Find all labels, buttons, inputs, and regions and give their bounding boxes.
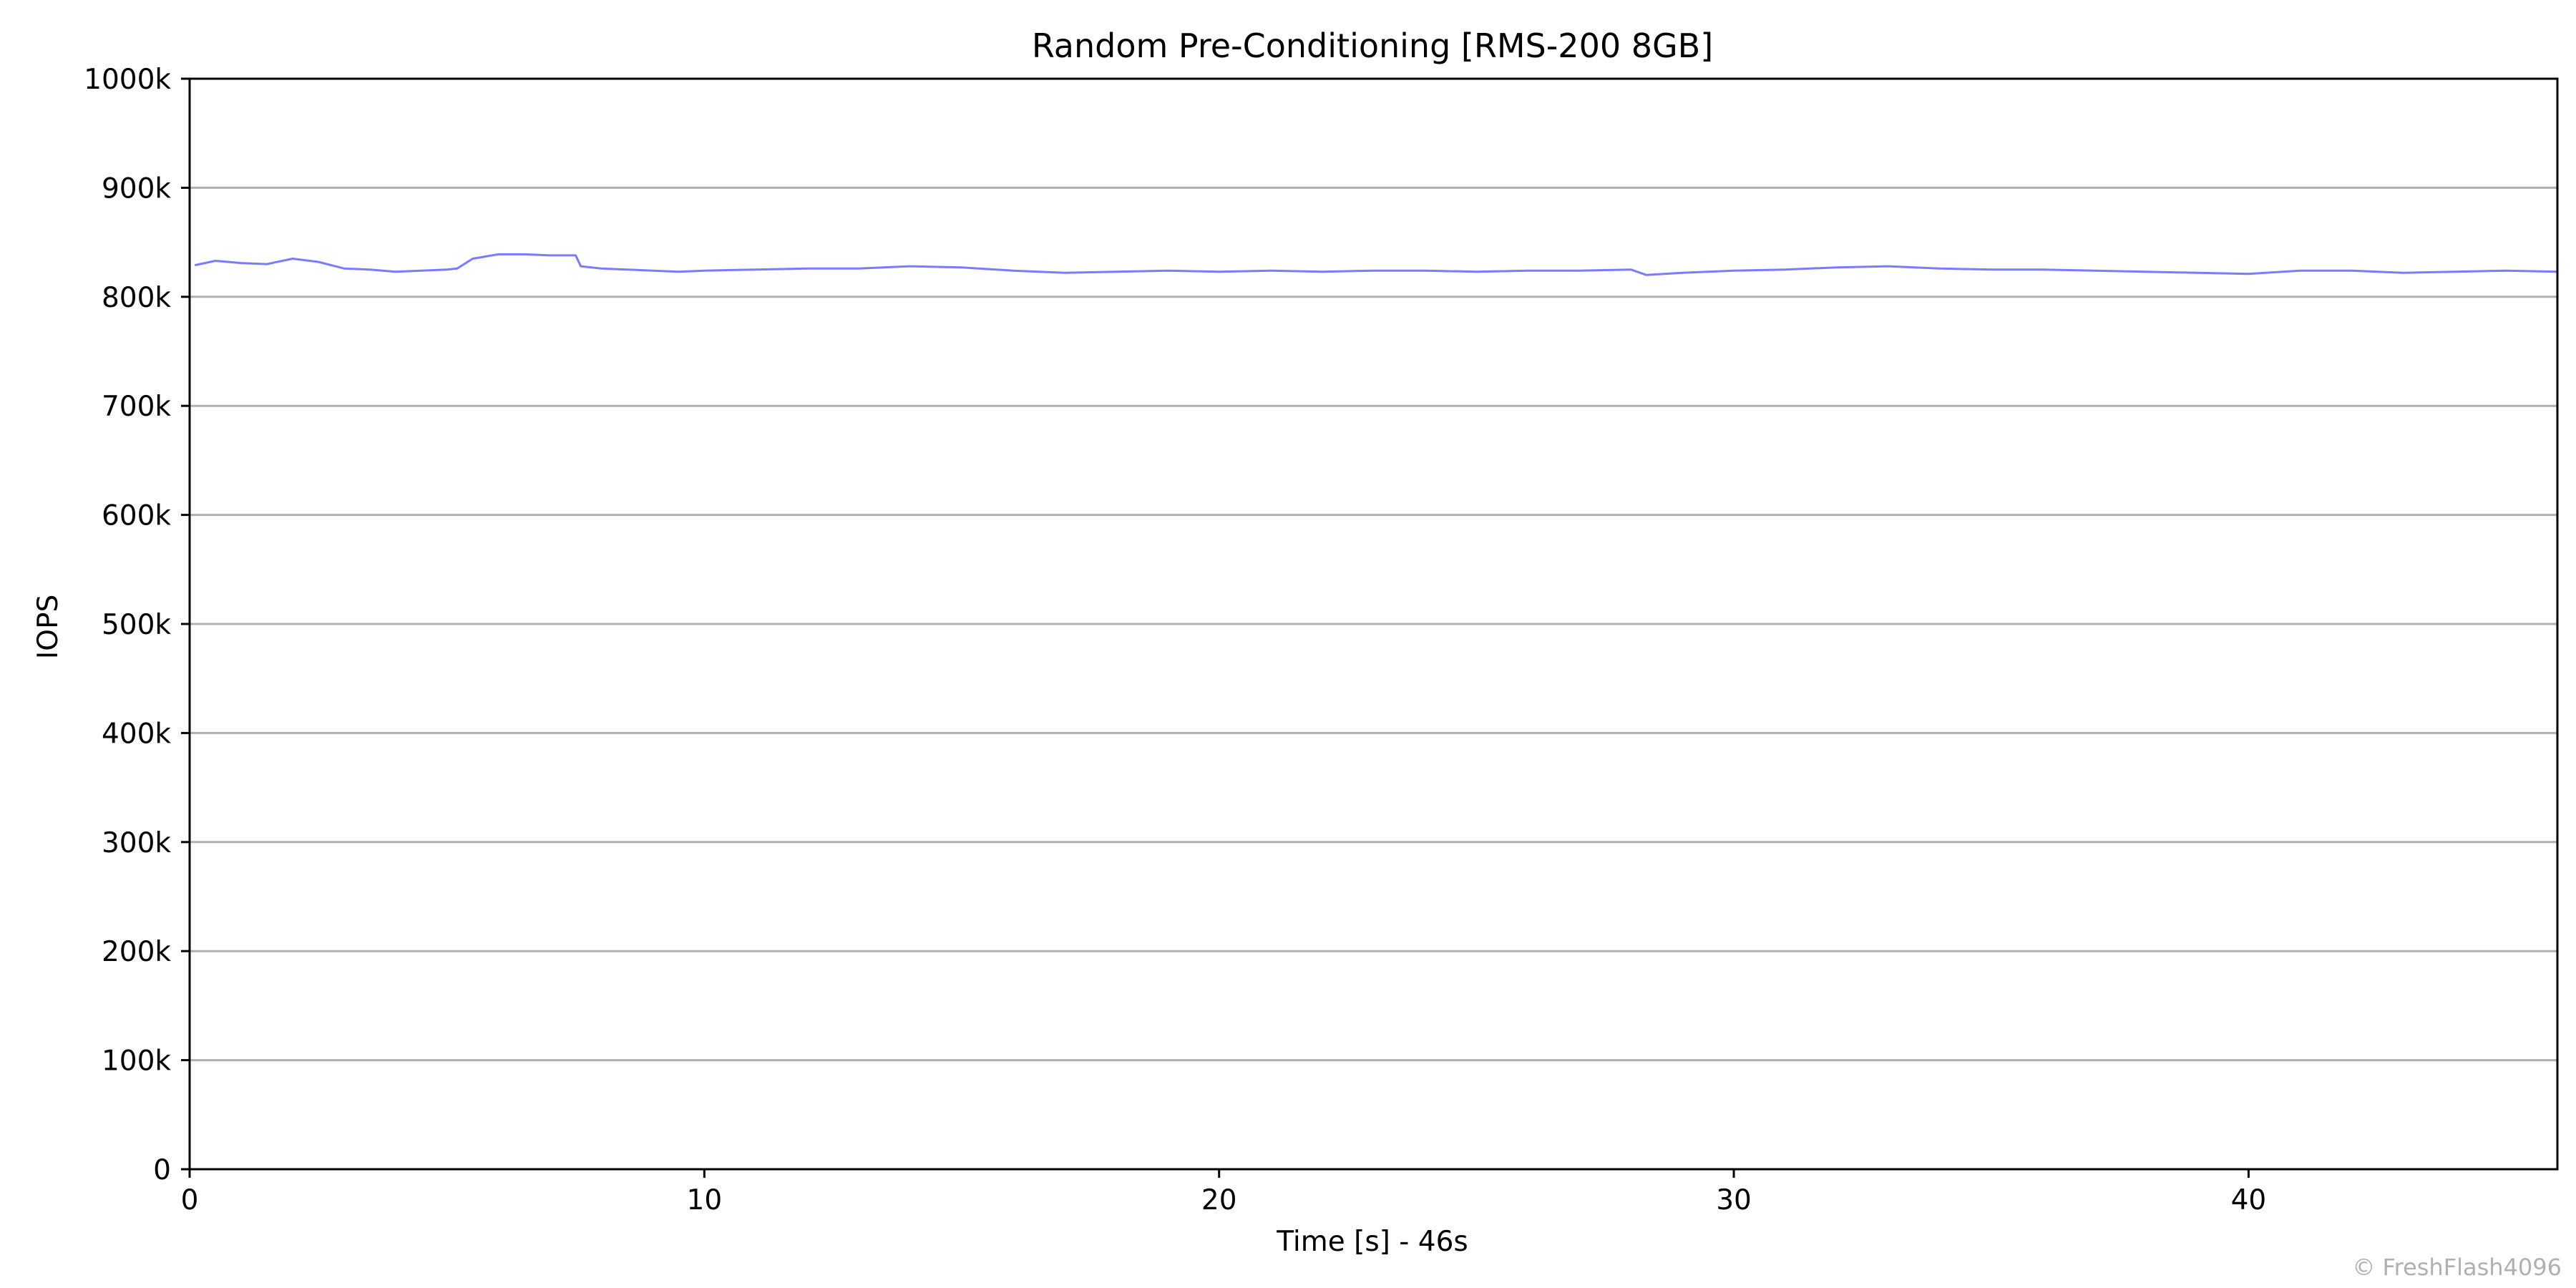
y-tick-label: 400k [102,718,171,750]
x-axis: 0 10 20 30 40 [181,1169,2267,1216]
y-tick-label: 500k [102,609,171,641]
y-tick-label: 1000k [84,64,171,96]
x-axis-label: Time [s] - 46s [1276,1226,1468,1258]
y-tick-label: 300k [102,827,171,859]
watermark: © FreshFlash4096 [2352,1254,2562,1281]
y-tick-label: 600k [102,500,171,532]
chart-title: Random Pre-Conditioning [RMS-200 8GB] [1032,26,1713,65]
x-tick-label: 10 [687,1184,723,1216]
y-tick-label: 900k [102,172,171,205]
gridlines [190,186,2557,1062]
iops-series-line [194,253,2558,276]
y-tick-label: 200k [102,936,171,968]
y-tick-label: 100k [102,1045,171,1078]
x-tick-label: 40 [2231,1184,2267,1216]
y-axis-label: IOPS [32,595,64,659]
x-tick-label: 20 [1201,1184,1237,1216]
y-tick-label: 0 [153,1154,171,1186]
x-tick-label: 30 [1716,1184,1752,1216]
x-tick-label: 0 [181,1184,199,1216]
series-layer [194,253,2558,276]
y-tick-label: 800k [102,282,171,314]
y-tick-label: 700k [102,391,171,423]
y-axis: 0 100k 200k 300k 400k 500k 600k 700k 800k 900k 100… [84,64,190,1186]
